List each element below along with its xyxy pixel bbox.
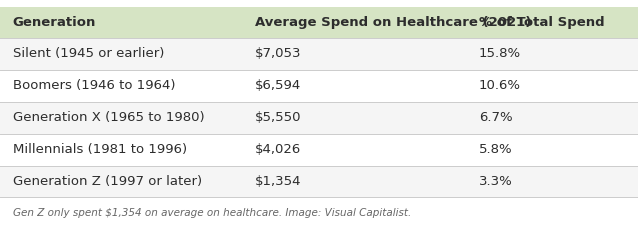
Text: 3.3%: 3.3% (479, 175, 513, 188)
FancyBboxPatch shape (0, 37, 638, 69)
Text: 6.7%: 6.7% (479, 111, 513, 124)
Text: 5.8%: 5.8% (479, 143, 513, 156)
Text: Boomers (1946 to 1964): Boomers (1946 to 1964) (13, 79, 175, 92)
Text: Silent (1945 or earlier): Silent (1945 or earlier) (13, 47, 164, 60)
FancyBboxPatch shape (0, 165, 638, 197)
Text: Generation X (1965 to 1980): Generation X (1965 to 1980) (13, 111, 204, 124)
FancyBboxPatch shape (0, 133, 638, 165)
FancyBboxPatch shape (0, 7, 638, 37)
Text: Generation: Generation (13, 16, 96, 29)
FancyBboxPatch shape (0, 101, 638, 133)
Text: Generation Z (1997 or later): Generation Z (1997 or later) (13, 175, 202, 188)
Text: Average Spend on Healthcare (2021): Average Spend on Healthcare (2021) (255, 16, 532, 29)
Text: $5,550: $5,550 (255, 111, 302, 124)
Text: Millennials (1981 to 1996): Millennials (1981 to 1996) (13, 143, 187, 156)
FancyBboxPatch shape (0, 69, 638, 101)
Text: 15.8%: 15.8% (479, 47, 521, 60)
Text: $7,053: $7,053 (255, 47, 302, 60)
Text: $6,594: $6,594 (255, 79, 301, 92)
Text: % of Total Spend: % of Total Spend (479, 16, 604, 29)
Text: $4,026: $4,026 (255, 143, 301, 156)
Text: $1,354: $1,354 (255, 175, 302, 188)
Text: 10.6%: 10.6% (479, 79, 521, 92)
Text: Gen Z only spent $1,354 on average on healthcare. Image: Visual Capitalist.: Gen Z only spent $1,354 on average on he… (13, 208, 411, 218)
